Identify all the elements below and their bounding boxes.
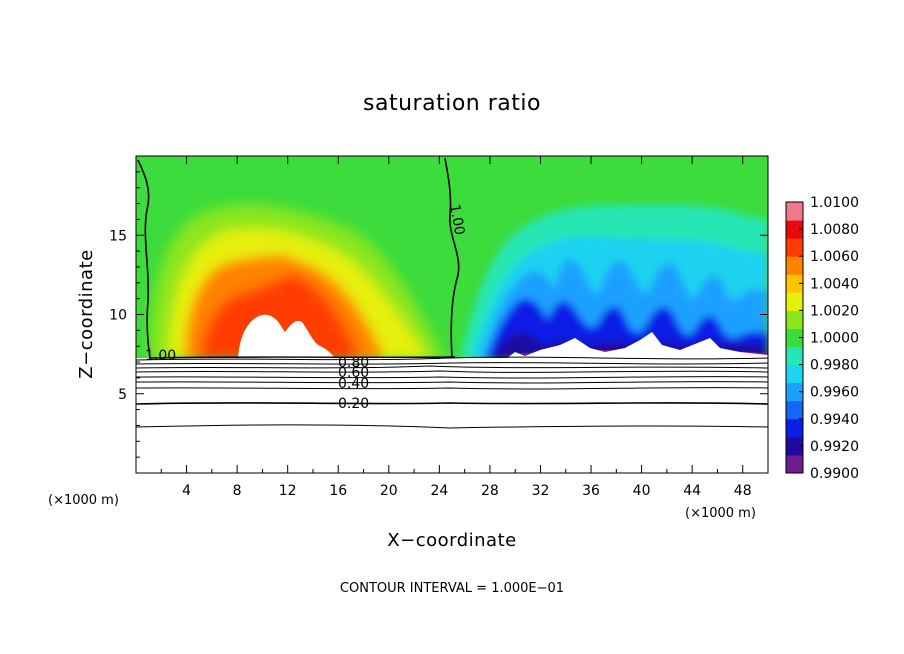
y-axis-ticks: 5 10 15 — [109, 171, 768, 458]
y-tick-label: 10 — [109, 308, 127, 324]
x-axis-label: X−coordinate — [387, 530, 516, 551]
white-cloud-patch — [238, 314, 335, 358]
warm-red-layer — [200, 274, 360, 360]
x-tick-label: 12 — [279, 483, 297, 499]
warm-plume — [150, 204, 445, 360]
stratification-line — [136, 381, 768, 384]
stratification-line — [136, 402, 768, 405]
stratification-line — [136, 387, 768, 390]
y-axis-label: Z−coordinate — [76, 249, 97, 378]
colorbar-swatch — [786, 256, 803, 275]
colorbar-swatch — [786, 292, 803, 311]
x-tick-label: 8 — [233, 483, 242, 499]
contour-interval-note: CONTOUR INTERVAL = 1.000E−01 — [340, 581, 564, 596]
colorbar-tick-label: 0.9980 — [810, 358, 859, 374]
contour-label: 1.00 — [145, 348, 176, 364]
stratification-line — [136, 424, 768, 429]
chart-title: saturation ratio — [363, 91, 541, 116]
x-tick-label: 28 — [481, 483, 499, 499]
stratification-line — [136, 356, 768, 361]
colorbar-tick-label: 1.0060 — [810, 249, 859, 265]
colorbar-swatch — [786, 436, 803, 456]
stratification-line — [136, 362, 768, 365]
contour-label: 0.60 — [338, 365, 369, 381]
colorbar-tick-label: 1.0020 — [810, 303, 859, 319]
colorbar-swatch — [786, 328, 803, 348]
colorbar-swatch — [786, 418, 803, 438]
x-tick-label: 4 — [182, 483, 191, 499]
x-tick-label: 16 — [329, 483, 347, 499]
colorbar: 0.9900 0.9920 0.9940 0.9960 0.9980 1.0000 1.00… — [785, 195, 859, 482]
colorbar-swatch — [786, 382, 803, 402]
colorbar-tick-label: 0.9960 — [810, 385, 859, 401]
x-tick-label: 40 — [633, 483, 651, 499]
stratification-contours — [136, 356, 768, 429]
y-tick-label: 15 — [109, 228, 127, 244]
x-tick-label: 32 — [532, 483, 550, 499]
stratification-line — [136, 365, 768, 369]
contour-line-1.00-left — [137, 159, 151, 359]
plot-area — [136, 156, 768, 473]
x-unit-left: (×1000 m) — [48, 493, 119, 508]
colorbar-tick-label: 1.0040 — [810, 276, 859, 292]
x-tick-label: 44 — [683, 483, 701, 499]
colorbar-swatch — [786, 310, 803, 329]
y-tick-label: 5 — [118, 387, 127, 403]
stratification-line — [136, 370, 768, 373]
colorbar-swatch — [786, 346, 803, 366]
x-tick-label: 36 — [582, 483, 600, 499]
x-axis-ticks: 4 8 12 16 20 24 28 32 36 40 44 48 — [160, 156, 752, 499]
colorbar-swatch — [786, 454, 803, 474]
contour-label: 1.00 — [446, 203, 467, 236]
colorbar-swatch — [786, 202, 803, 221]
contour-line-terrain-top — [149, 356, 456, 359]
contour-label: 0.40 — [338, 376, 369, 392]
colorbar-swatch — [786, 364, 803, 384]
x-unit-right: (×1000 m) — [685, 506, 756, 521]
contour-labels: 1.00 1.00 0.80 0.60 0.40 0.20 — [145, 203, 467, 412]
white-bumps-right — [505, 332, 768, 360]
colorbar-tick-label: 1.0000 — [810, 331, 859, 347]
contour-label: 0.80 — [338, 355, 369, 371]
colorbar-tick-label: 1.0080 — [810, 222, 859, 238]
colorbar-swatch — [786, 220, 803, 239]
contour-label: 0.20 — [338, 396, 369, 412]
x-tick-label: 48 — [734, 483, 752, 499]
colorbar-swatch — [786, 400, 803, 420]
colorbar-tick-label: 1.0100 — [810, 195, 859, 211]
colorbar-tick-label: 0.9940 — [810, 412, 859, 428]
colorbar-swatch — [786, 238, 803, 257]
x-tick-label: 20 — [380, 483, 398, 499]
colorbar-tick-label: 0.9900 — [810, 466, 859, 482]
terrain-block — [136, 358, 768, 473]
colorbar-swatch — [786, 274, 803, 293]
x-tick-label: 24 — [430, 483, 448, 499]
stratification-line — [136, 376, 768, 379]
colorbar-tick-label: 0.9920 — [810, 439, 859, 455]
cool-region — [460, 204, 768, 360]
contour-line-1.00-middle — [444, 157, 460, 359]
